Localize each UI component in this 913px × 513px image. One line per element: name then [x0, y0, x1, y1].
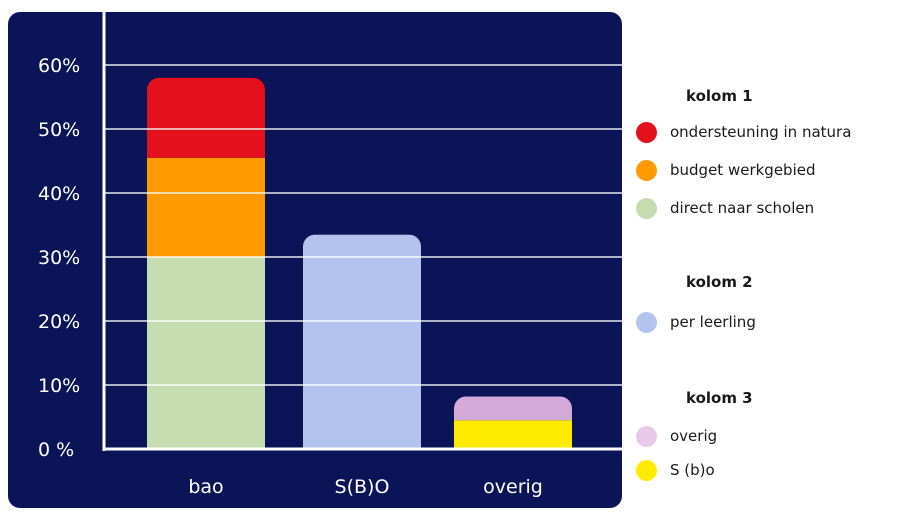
legend-heading-kolom-1: kolom 1	[686, 87, 753, 105]
bar-segment-bao-budget-werkgebied	[147, 157, 265, 257]
y-tick-label-40: 40%	[38, 183, 80, 205]
legend-item-budget-werkgebied: budget werkgebied	[636, 158, 816, 182]
y-tick-label-60: 60%	[38, 55, 80, 77]
chart-panel: 0 % 10% 20% 30% 40% 50% 60% bao S(B)O overig	[8, 12, 622, 508]
legend-swatch-light-blue	[636, 311, 657, 333]
bar-segment-overig-s-b-o	[454, 420, 572, 449]
legend-item-s-b-o: S (b)o	[636, 458, 715, 482]
legend-label: direct naar scholen	[670, 199, 815, 217]
legend: kolom 1 ondersteuning in natura budget w…	[636, 0, 913, 513]
x-tick-label-bao: bao	[188, 476, 223, 498]
y-tick-label-30: 30%	[38, 247, 80, 269]
bar-segment-bao-ondersteuning-in-natura	[147, 77, 265, 158]
legend-item-per-leerling: per leerling	[636, 310, 756, 334]
legend-heading-kolom-3: kolom 3	[686, 389, 753, 407]
bar-segment-overig-overig	[454, 396, 572, 421]
legend-item-overig: overig	[636, 424, 717, 448]
legend-heading-kolom-2: kolom 2	[686, 273, 753, 291]
legend-label: budget werkgebied	[670, 161, 816, 179]
x-tick-label-s-b-o: S(B)O	[335, 476, 390, 498]
y-tick-label-0: 0 %	[38, 439, 74, 461]
legend-item-ondersteuning-in-natura: ondersteuning in natura	[636, 120, 851, 144]
legend-swatch-lilac	[636, 425, 657, 447]
legend-label: S (b)o	[670, 461, 715, 479]
bar-chart: 0 % 10% 20% 30% 40% 50% 60% bao S(B)O overig	[38, 12, 622, 498]
legend-swatch-green	[636, 197, 657, 219]
x-tick-label-overig: overig	[483, 476, 543, 498]
legend-swatch-orange	[636, 159, 657, 181]
legend-label: overig	[670, 427, 718, 445]
legend-swatch-red	[636, 121, 657, 143]
legend-item-direct-naar-scholen: direct naar scholen	[636, 196, 814, 220]
legend-swatch-yellow	[636, 459, 657, 481]
bar-segment-bao-direct-naar-scholen	[147, 257, 265, 449]
y-tick-label-50: 50%	[38, 119, 80, 141]
legend-label: ondersteuning in natura	[670, 123, 852, 141]
legend-label: per leerling	[670, 313, 756, 331]
y-tick-label-20: 20%	[38, 311, 80, 333]
bar-segment-s-b-o-per-leerling	[303, 234, 421, 449]
y-tick-label-10: 10%	[38, 375, 80, 397]
